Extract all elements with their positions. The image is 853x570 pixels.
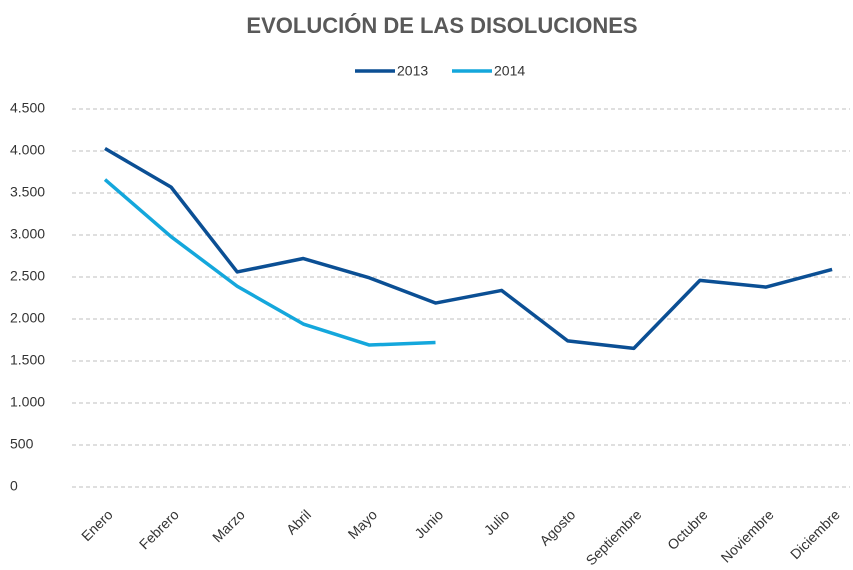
y-tick-label: 4.500 (10, 100, 45, 116)
series-line (104, 146, 833, 351)
chart-title: EVOLUCIÓN DE LAS DISOLUCIONES (246, 13, 637, 38)
y-tick-label: 0 (10, 478, 18, 494)
x-tick-label: Febrero (136, 506, 182, 552)
x-tick-label: Abril (283, 506, 314, 537)
y-tick-label: 500 (10, 436, 34, 452)
y-tick-label: 3.500 (10, 184, 45, 200)
series-line (103, 178, 436, 347)
y-tick-label: 2.500 (10, 268, 45, 284)
x-tick-label: Diciembre (787, 506, 843, 562)
y-tick-label: 2.000 (10, 310, 45, 326)
x-tick-label: Mayo (345, 506, 381, 542)
y-tick-label: 3.000 (10, 226, 45, 242)
x-tick-label: Marzo (209, 506, 248, 545)
y-tick-label: 1.500 (10, 352, 45, 368)
legend-label: 2014 (494, 63, 525, 79)
x-tick-label: Junio (411, 506, 446, 541)
x-tick-label: Julio (481, 506, 513, 538)
x-tick-label: Octubre (664, 506, 711, 553)
y-tick-label: 1.000 (10, 394, 45, 410)
x-tick-label: Agosto (536, 506, 578, 548)
legend-label: 2013 (397, 63, 428, 79)
y-tick-label: 4.000 (10, 142, 45, 158)
x-tick-label: Enero (78, 506, 116, 544)
x-tick-label: Septiembre (583, 506, 645, 568)
x-tick-label: Noviembre (718, 506, 777, 565)
